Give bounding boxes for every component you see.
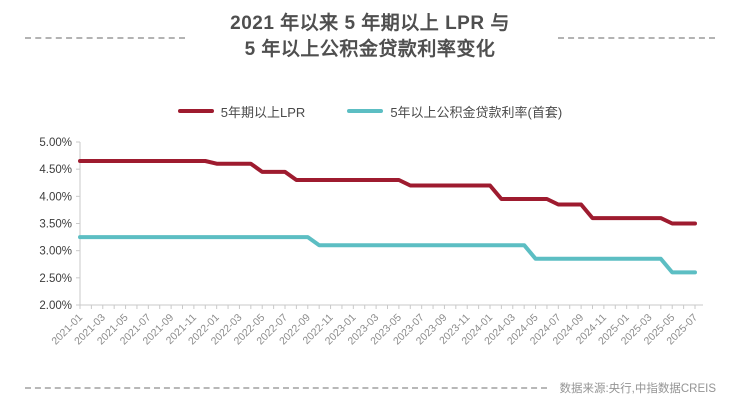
y-tick-label: 2.50% xyxy=(39,273,72,285)
y-tick-label: 3.50% xyxy=(39,219,72,231)
y-tick-label: 3.00% xyxy=(39,246,72,258)
chart-legend: 5年期以上LPR 5年以上公积金贷款利率(首套) xyxy=(0,102,740,121)
y-tick-label: 4.50% xyxy=(39,164,72,176)
source-footer: 数据来源:央行,中指数据CREIS xyxy=(25,380,716,396)
legend-label-lpr: 5年期以上LPR xyxy=(220,104,306,120)
gjj-line-swatch xyxy=(347,109,384,113)
line-chart-canvas: 5.00%4.50%4.00%3.50%3.00%2.50%2.00%2021-… xyxy=(39,137,703,347)
legend-item-gjj: 5年以上公积金贷款利率(首套) xyxy=(347,102,562,121)
line-chart: 5.00% 4.50% 4.00% 3.50% 3.00% 2.50% 2.00% 2021-… xyxy=(0,125,740,380)
lpr-series-line xyxy=(78,159,697,226)
legend-item-lpr: 5年期以上LPR xyxy=(177,102,306,121)
title-divider-left xyxy=(25,37,185,39)
y-tick-label: 2.00% xyxy=(39,300,72,312)
chart-title-line2: 5 年以上公积金贷款利率变化 xyxy=(244,39,496,60)
lpr-line-swatch xyxy=(177,109,214,113)
gjj-first-home-series-line xyxy=(78,235,697,275)
y-tick-label: 4.00% xyxy=(39,191,72,203)
footer-divider xyxy=(25,387,548,389)
chart-title: 2021 年以来 5 年期以上 LPR 与 5 年以上公积金贷款利率变化 xyxy=(0,0,740,63)
chart-title-line1: 2021 年以来 5 年期以上 LPR 与 xyxy=(230,13,510,34)
title-divider-right xyxy=(558,37,715,39)
y-tick-label: 5.00% xyxy=(39,137,72,149)
legend-label-gjj: 5年以上公积金贷款利率(首套) xyxy=(390,104,563,120)
data-source-text: 数据来源:央行,中指数据CREIS xyxy=(559,383,716,395)
